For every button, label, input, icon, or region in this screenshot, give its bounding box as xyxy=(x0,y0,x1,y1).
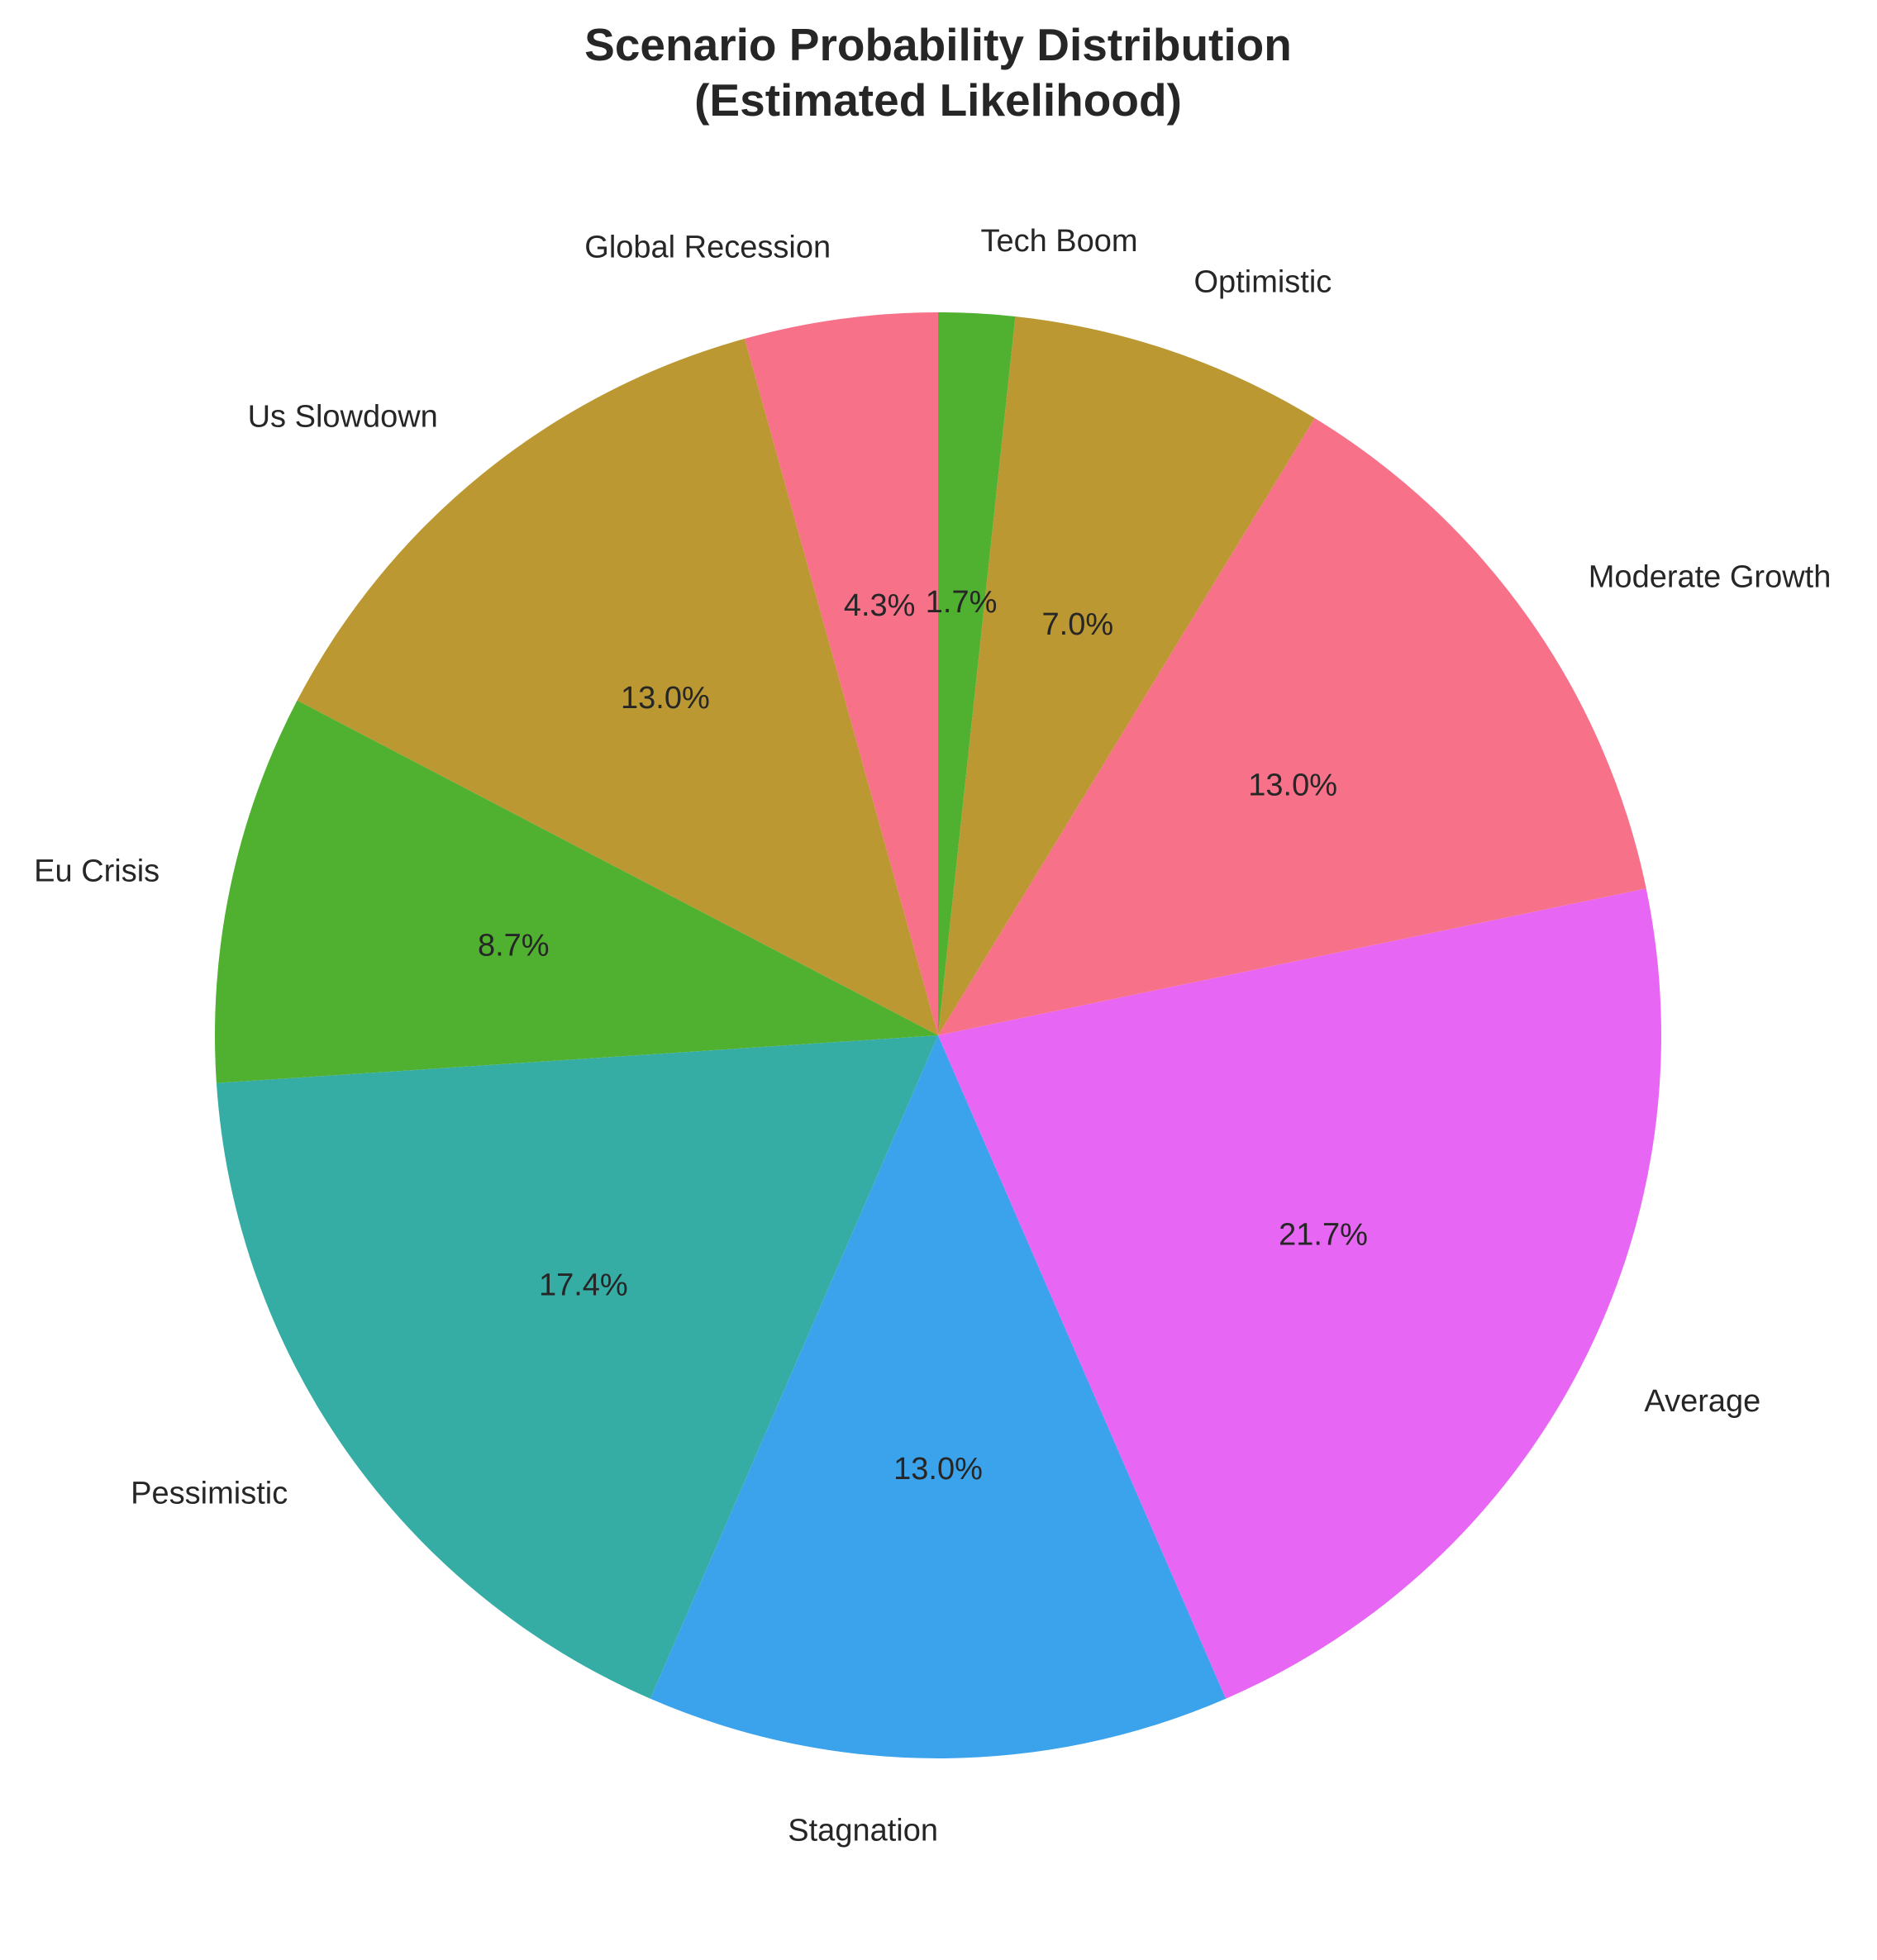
slice-percent-moderate-growth: 13.0% xyxy=(1248,768,1337,803)
slice-percent-stagnation: 13.0% xyxy=(893,1452,983,1487)
slice-percent-global-recession: 4.3% xyxy=(844,588,916,623)
chart-title: Scenario Probability Distribution (Estim… xyxy=(584,19,1292,126)
pie-slice-us-slowdown xyxy=(297,338,938,1035)
pie-slice-moderate-growth xyxy=(938,418,1646,1035)
slice-label-optimistic: Optimistic xyxy=(1194,265,1332,300)
pie-slice-global-recession xyxy=(745,312,938,1035)
pie-slice-optimistic xyxy=(938,316,1315,1035)
pie-slice-eu-crisis xyxy=(214,700,938,1083)
slice-label-pessimistic: Pessimistic xyxy=(131,1476,288,1510)
pie-slices xyxy=(214,312,1662,1759)
pie-percent-labels: 4.3% 13.0% 8.7% 17.4% 13.0% 21.7% 13.0% 7.0% 1.7… xyxy=(478,585,1368,1487)
slice-percent-pessimistic: 17.4% xyxy=(539,1268,628,1302)
slice-label-stagnation: Stagnation xyxy=(788,1814,938,1848)
pie-slice-tech-boom xyxy=(938,312,1016,1035)
pie-slice-stagnation xyxy=(650,1035,1227,1759)
slice-percent-us-slowdown: 13.0% xyxy=(621,681,710,716)
pie-slice-average xyxy=(938,888,1662,1699)
slice-label-tech-boom: Tech Boom xyxy=(980,224,1137,259)
slice-percent-optimistic: 7.0% xyxy=(1042,607,1114,642)
slice-percent-eu-crisis: 8.7% xyxy=(478,929,550,963)
slice-label-eu-crisis: Eu Crisis xyxy=(34,854,160,888)
chart-title-line-2: (Estimated Likelihood) xyxy=(694,74,1182,126)
chart-title-line-1: Scenario Probability Distribution xyxy=(584,19,1292,70)
slice-label-us-slowdown: Us Slowdown xyxy=(248,400,438,435)
slice-label-average: Average xyxy=(1644,1384,1760,1419)
slice-label-moderate-growth: Moderate Growth xyxy=(1589,560,1832,595)
pie-labels: Global Recession Us Slowdown Eu Crisis Pess… xyxy=(34,224,1831,1848)
slice-percent-average: 21.7% xyxy=(1279,1218,1368,1253)
pie-slice-pessimistic xyxy=(216,1035,939,1699)
slice-percent-tech-boom: 1.7% xyxy=(926,585,998,620)
slice-label-global-recession: Global Recession xyxy=(584,230,831,264)
